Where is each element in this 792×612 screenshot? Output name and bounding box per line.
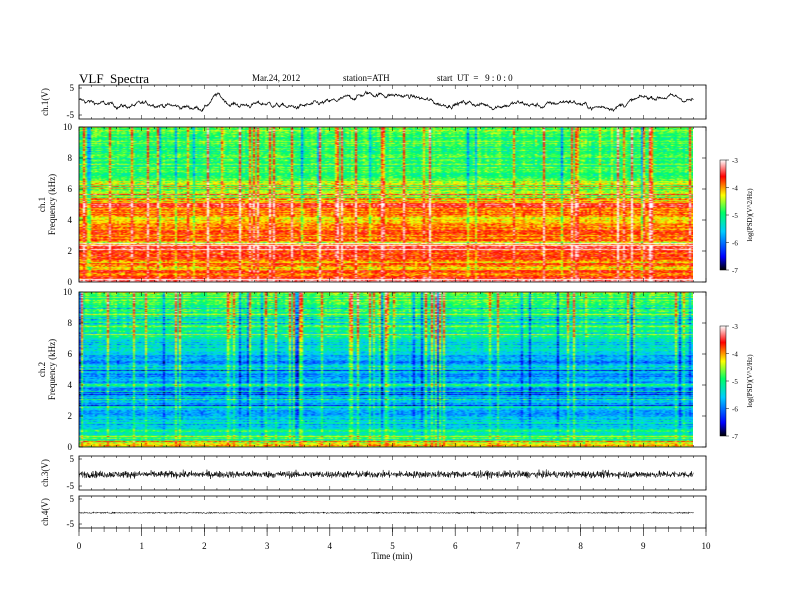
ch3-waveform-trace xyxy=(78,469,694,480)
freq-tick-label: 8 xyxy=(68,153,73,163)
colorbar-tick-label: -4 xyxy=(732,185,738,193)
freq-axis-label-line: ch.2 xyxy=(37,362,47,377)
colorbar-label: log(PSD)(V^2/Hz) xyxy=(746,354,754,408)
ch4-y-axis: 5 -5 ch.4(V) xyxy=(40,494,707,529)
ch2-frequency-axis: 0 2 4 6 8 10 ch.2Frequency (kHz) xyxy=(37,287,707,452)
time-tick-label: 3 xyxy=(265,541,270,551)
colorbar-label: log(PSD)(V^2/Hz) xyxy=(746,188,754,242)
ch2-spectrogram-image xyxy=(79,292,693,447)
ch1-frequency-axis: 0 2 4 6 8 10 ch.1Frequency (kHz) xyxy=(37,122,707,287)
start-time-label: start UT = 9 : 0 : 0 xyxy=(437,73,513,83)
time-tick-label: 7 xyxy=(516,541,521,551)
time-tick-label: 2 xyxy=(202,541,207,551)
colorbar-tick-label: -6 xyxy=(732,240,738,248)
colorbar-tick-label: -3 xyxy=(732,323,738,331)
freq-tick-label: 10 xyxy=(63,287,73,297)
time-tick-label: 4 xyxy=(328,541,333,551)
ch1-spectrogram-image xyxy=(79,127,693,282)
time-tick-label: 1 xyxy=(139,541,144,551)
freq-tick-label: 10 xyxy=(63,122,73,132)
date-label: Mar.24, 2012 xyxy=(252,73,301,83)
freq-axis-label-line: ch.1 xyxy=(37,197,47,212)
colorbar-tick-label: -5 xyxy=(732,378,738,386)
freq-tick-label: 2 xyxy=(68,246,73,256)
freq-tick-label: 6 xyxy=(68,184,73,194)
colorbar-tick-label: -7 xyxy=(732,267,738,275)
ch1-colorbar-ticks: -3 -4 -5 -6 -7 log(PSD)(V^2/Hz) xyxy=(726,157,754,275)
time-axis: 0 1 2 3 4 5 6 7 8 9 10 Time (min) xyxy=(77,528,711,561)
y-tick-label: -5 xyxy=(67,481,75,491)
ch3-waveform-panel: 5 -5 ch.3(V) xyxy=(40,454,707,491)
ch3-y-axis: 5 -5 ch.3(V) xyxy=(40,454,707,491)
freq-tick-label: 6 xyxy=(68,349,73,359)
time-tick-label: 5 xyxy=(390,541,395,551)
freq-tick-label: 4 xyxy=(68,215,73,225)
ch1-colorbar: -3 -4 -5 -6 -7 log(PSD)(V^2/Hz) xyxy=(719,157,754,275)
ch1-y-axis: 5 -5 ch.1(V) xyxy=(40,83,707,120)
y-tick-label: 5 xyxy=(70,83,75,93)
ch2-colorbar-ticks: -3 -4 -5 -6 -7 log(PSD)(V^2/Hz) xyxy=(726,323,754,441)
y-tick-label: 5 xyxy=(70,494,75,504)
ch4-waveform-panel: 5 -5 ch.4(V) xyxy=(40,494,707,529)
ch1-waveform-trace xyxy=(78,90,694,112)
time-tick-label: 9 xyxy=(641,541,646,551)
ch1-spectrogram-panel: 0 2 4 6 8 10 ch.1Frequency (kHz) xyxy=(37,122,707,287)
colorbar-tick-label: -3 xyxy=(732,157,738,165)
time-tick-label: 0 xyxy=(77,541,82,551)
freq-axis-label-line: Frequency (kHz) xyxy=(47,339,57,400)
freq-axis-label-line: Frequency (kHz) xyxy=(47,174,57,235)
freq-tick-label: 0 xyxy=(68,277,73,287)
y-tick-label: -5 xyxy=(67,110,75,120)
station-label: station=ATH xyxy=(343,73,390,83)
freq-tick-label: 0 xyxy=(68,442,73,452)
figure-title: VLF Spectra xyxy=(79,71,150,86)
y-axis-label: ch.3(V) xyxy=(40,459,50,487)
freq-axis-label: ch.1Frequency (kHz) xyxy=(37,174,57,235)
ch2-colorbar: -3 -4 -5 -6 -7 log(PSD)(V^2/Hz) xyxy=(719,323,754,441)
freq-axis-label: ch.2Frequency (kHz) xyxy=(37,339,57,400)
ch2-spectrogram-panel: 0 2 4 6 8 10 ch.2Frequency (kHz) xyxy=(37,287,707,452)
y-tick-label: 5 xyxy=(70,454,75,464)
freq-tick-label: 8 xyxy=(68,318,73,328)
y-axis-label: ch.4(V) xyxy=(40,498,50,526)
colorbar-tick-label: -7 xyxy=(732,433,738,441)
y-tick-label: -5 xyxy=(67,519,75,529)
ch4-waveform-trace xyxy=(78,510,694,515)
time-tick-label: 10 xyxy=(702,541,712,551)
colorbar-tick-label: -4 xyxy=(732,351,738,359)
ch1-waveform-panel: 5 -5 ch.1(V) xyxy=(40,83,707,120)
freq-tick-label: 2 xyxy=(68,411,73,421)
colorbar-tick-label: -6 xyxy=(732,406,738,414)
y-axis-label: ch.1(V) xyxy=(40,88,50,116)
time-axis-label: Time (min) xyxy=(372,551,413,561)
colorbar-tick-label: -5 xyxy=(732,212,738,220)
time-tick-label: 8 xyxy=(578,541,583,551)
freq-tick-label: 4 xyxy=(68,380,73,390)
time-tick-label: 6 xyxy=(453,541,458,551)
